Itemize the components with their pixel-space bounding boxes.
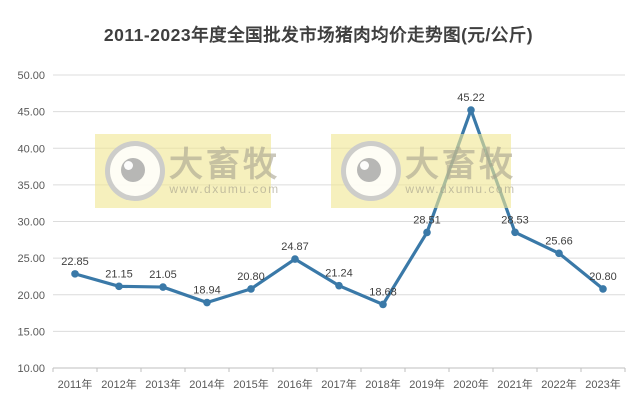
x-axis-tick-label: 2019年 (409, 377, 444, 391)
data-point-label: 18.68 (369, 286, 397, 298)
data-point-marker (511, 228, 519, 237)
watermark-right: 大畜牧 www.dxumu.com (331, 134, 514, 208)
dxumu-eye-logo-icon (105, 141, 165, 201)
data-point-label: 22.85 (61, 256, 89, 268)
watermark-left: 大畜牧 www.dxumu.com (95, 134, 278, 208)
y-axis-tick-label: 45.00 (17, 107, 45, 119)
data-point-marker (379, 300, 387, 309)
data-point-marker (423, 228, 431, 237)
eye-pupil (357, 158, 381, 182)
data-point-label: 18.94 (193, 285, 221, 297)
data-point-label: 20.80 (237, 271, 265, 283)
y-axis-tick-label: 35.00 (17, 180, 45, 192)
chart-title: 2011-2023年度全国批发市场猪肉均价走势图(元/公斤) (103, 25, 534, 45)
data-point-marker (159, 283, 167, 291)
x-axis-tick-label: 2016年 (277, 377, 312, 391)
data-point-label: 28.51 (413, 214, 441, 226)
watermark-text-block: 大畜牧 www.dxumu.com (405, 148, 516, 195)
data-point-marker (71, 270, 79, 278)
x-axis-tick-label: 2014年 (189, 377, 224, 391)
eye-glint (360, 161, 369, 170)
data-point-label: 24.87 (281, 241, 309, 253)
data-point-label: 21.05 (149, 269, 177, 281)
x-axis-tick-label: 2011年 (58, 377, 93, 391)
watermark-url-text: www.dxumu.com (405, 181, 516, 196)
x-axis-tick-label: 2015年 (233, 377, 268, 391)
y-axis-tick-label: 15.00 (17, 326, 45, 338)
y-axis-tick-label: 30.00 (17, 217, 45, 229)
y-axis-tick-label: 40.00 (17, 143, 45, 155)
y-axis-tick-label: 20.00 (17, 290, 45, 302)
data-point-marker (291, 255, 299, 263)
data-point-marker (599, 285, 607, 293)
x-axis-tick-label: 2022年 (541, 377, 576, 391)
x-axis-tick-label: 2013年 (145, 377, 180, 391)
x-axis-tick-label: 2018年 (365, 377, 400, 391)
data-point-marker (115, 282, 123, 291)
watermark-brand-text: 大畜牧 (405, 145, 516, 184)
watermark-brand-text: 大畜牧 (169, 145, 280, 184)
data-point-label: 45.22 (457, 92, 485, 104)
data-point-label: 21.24 (325, 268, 353, 280)
data-point-label: 28.53 (501, 214, 529, 226)
data-point-marker (467, 106, 475, 114)
data-point-label: 21.15 (105, 268, 133, 280)
data-point-marker (335, 281, 343, 290)
data-point-label: 25.66 (545, 235, 573, 247)
data-point-marker (555, 249, 563, 258)
eye-glint (124, 161, 133, 170)
data-point-label: 20.80 (589, 271, 617, 283)
eye-pupil (121, 158, 145, 182)
watermark-text-block: 大畜牧 www.dxumu.com (169, 148, 280, 195)
y-axis-tick-label: 10.00 (17, 363, 45, 375)
y-axis-tick-label: 25.00 (17, 253, 45, 265)
watermark-url-text: www.dxumu.com (169, 181, 280, 196)
data-point-marker (203, 298, 211, 307)
x-axis-tick-label: 2012年 (101, 377, 136, 391)
y-axis-tick-label: 50.00 (17, 70, 45, 82)
x-axis-tick-label: 2020年 (453, 377, 488, 391)
x-axis-tick-label: 2023年 (585, 377, 620, 391)
dxumu-eye-logo-icon (341, 141, 401, 201)
x-axis-tick-label: 2021年 (497, 377, 532, 391)
data-point-marker (247, 285, 255, 293)
x-axis-tick-label: 2017年 (321, 377, 356, 391)
